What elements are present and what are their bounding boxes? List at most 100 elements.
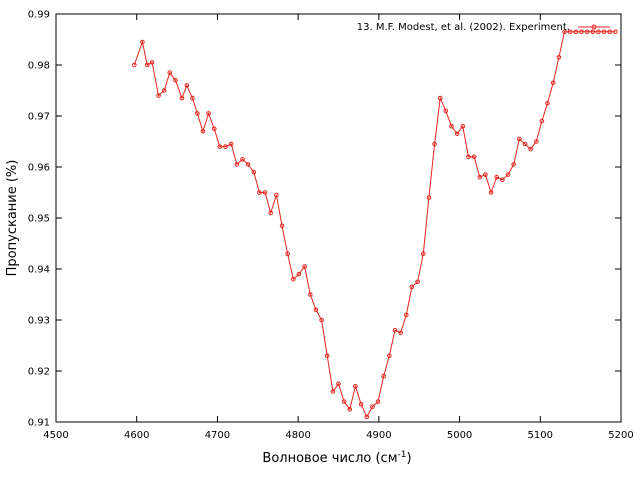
data-point [421, 251, 426, 256]
data-point [387, 353, 392, 359]
data-point [454, 131, 460, 137]
x-tick-label: 5100 [528, 430, 553, 441]
data-point [308, 292, 313, 297]
data-point [443, 108, 449, 114]
data-point [190, 95, 195, 101]
data-point [415, 279, 420, 285]
data-point [392, 327, 398, 333]
y-tick-label: 0.99 [28, 10, 50, 21]
y-axis-label: Пропускание (%) [5, 160, 20, 277]
data-point [567, 29, 573, 35]
data-point [251, 169, 257, 175]
data-point [483, 172, 488, 177]
data-point [437, 95, 443, 101]
data-point [528, 146, 533, 152]
data-point [296, 271, 302, 277]
data-point [613, 29, 618, 35]
x-axis-label: Волновое число (см-1) [262, 450, 411, 466]
data-point [460, 123, 466, 129]
data-point [505, 172, 511, 177]
data-point [590, 29, 596, 35]
data-point [409, 284, 415, 290]
legend-label: 13. M.F. Modest, et al. (2002). Experime… [357, 22, 570, 33]
data-point [466, 154, 471, 160]
x-axis-label-superscript: -1 [398, 450, 407, 460]
data-point [449, 123, 454, 129]
data-point [494, 174, 500, 180]
data-point [522, 141, 528, 147]
x-tick-label: 5200 [608, 430, 633, 441]
data-point [206, 111, 211, 116]
data-point [132, 62, 137, 68]
data-point [607, 29, 613, 35]
data-point [319, 317, 324, 323]
data-point [556, 55, 562, 60]
data-point [211, 126, 217, 131]
data-point [279, 223, 285, 228]
data-point [291, 276, 296, 282]
data-point [161, 88, 167, 93]
data-point [240, 157, 245, 162]
legend-marker [591, 24, 597, 30]
data-point [195, 111, 200, 116]
data-point [353, 384, 358, 389]
data-point [550, 80, 556, 86]
data-point [573, 29, 579, 35]
data-point [149, 60, 155, 65]
data-point [285, 251, 290, 256]
data-point [398, 330, 403, 336]
x-tick-label: 5000 [447, 430, 472, 441]
data-point [601, 29, 607, 35]
data-point [179, 95, 185, 101]
data-point [228, 141, 234, 147]
data-point [223, 144, 228, 149]
data-point [330, 389, 336, 394]
data-point [217, 144, 223, 149]
axis-ticks [55, 13, 622, 423]
data-point [562, 29, 567, 35]
x-axis-label-main: Волновое число (см [262, 451, 397, 466]
data-point [200, 129, 206, 134]
data-point [358, 401, 364, 407]
data-point [534, 139, 539, 144]
data-point [511, 162, 517, 167]
data-point [262, 190, 268, 195]
data-point [584, 29, 590, 35]
y-tick-label: 0.94 [28, 265, 50, 276]
x-tick-label: 4500 [43, 430, 68, 441]
data-point [167, 70, 173, 75]
data-point [517, 136, 522, 142]
data-point [274, 192, 279, 198]
data-point [477, 174, 483, 180]
data-point [313, 307, 319, 313]
data-point [579, 29, 584, 35]
y-tick-label: 0.96 [28, 163, 50, 174]
data-point [257, 190, 262, 195]
x-tick-label: 4600 [124, 430, 149, 441]
data-point [336, 381, 341, 387]
data-point [539, 118, 545, 124]
data-point [596, 29, 601, 35]
data-point [545, 100, 550, 106]
data-point [324, 353, 330, 359]
series-line [133, 31, 616, 419]
data-point [404, 312, 409, 318]
data-point [245, 162, 251, 167]
data-point [268, 210, 274, 216]
y-tick-label: 0.97 [28, 112, 50, 123]
x-tick-label: 4700 [205, 430, 230, 441]
x-tick-label: 4800 [285, 430, 310, 441]
data-point [144, 62, 150, 68]
data-point [347, 407, 353, 412]
data-point [471, 154, 477, 160]
y-tick-label: 0.95 [28, 214, 50, 225]
y-tick-label: 0.93 [28, 316, 50, 327]
data-point [184, 83, 190, 88]
x-axis-label-close: ) [406, 451, 411, 466]
data-point [500, 177, 505, 182]
y-tick-label: 0.91 [28, 418, 50, 429]
data-point [370, 404, 375, 410]
plot-frame [55, 13, 622, 423]
data-point [173, 78, 178, 83]
